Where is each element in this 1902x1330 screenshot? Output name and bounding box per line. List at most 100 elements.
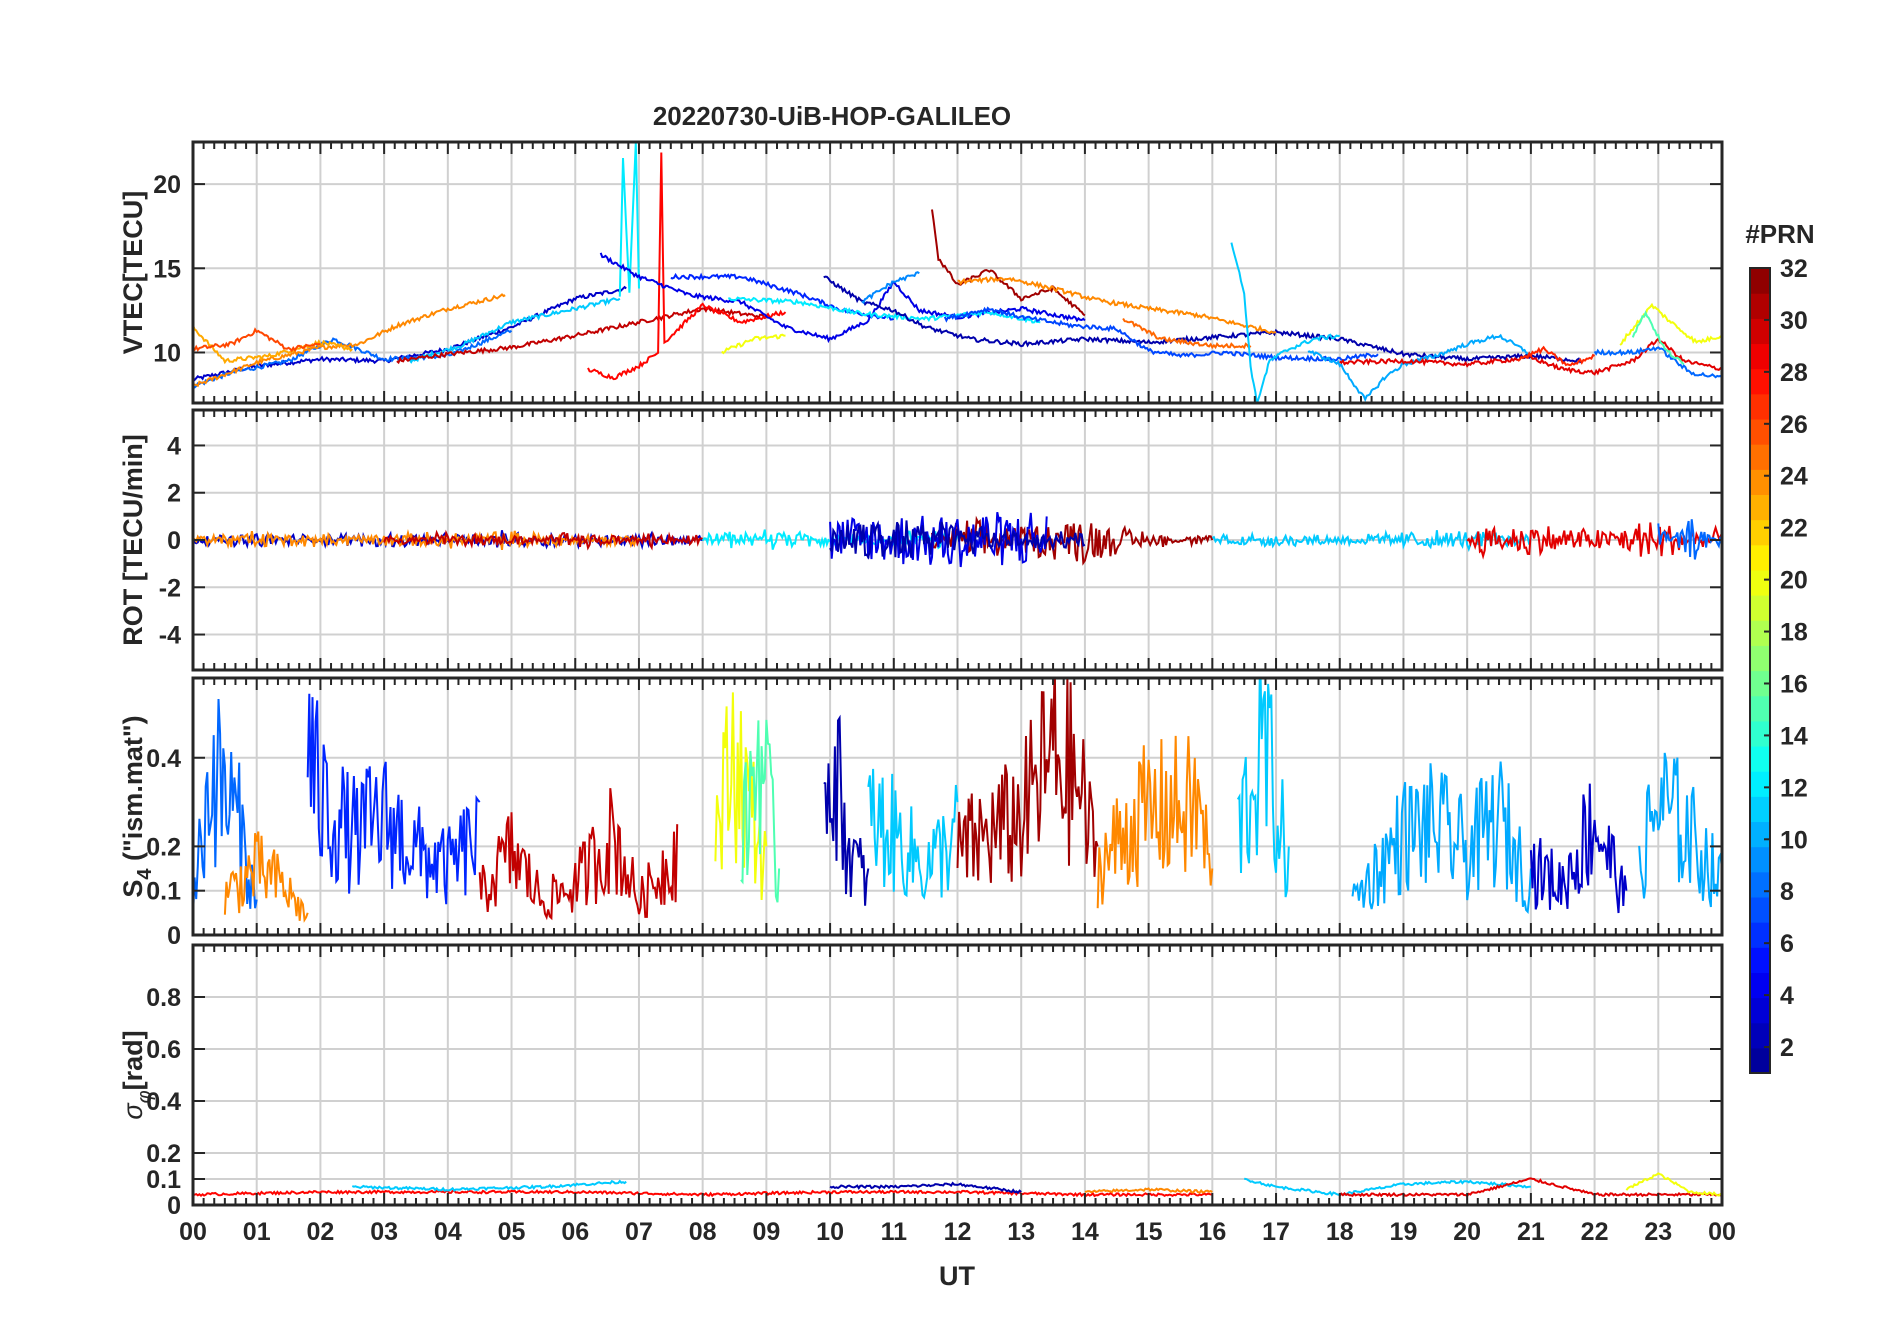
- series-line-prn-20: [1625, 1172, 1722, 1197]
- series-line-prn-15: [1631, 310, 1685, 366]
- colorbar-segment: [1750, 922, 1770, 948]
- colorbar-tick-label: 14: [1780, 722, 1808, 750]
- colorbar-segment: [1750, 393, 1770, 420]
- x-axis-label: UT: [939, 1261, 975, 1291]
- colorbar-segment: [1750, 418, 1770, 445]
- series-line-prn-30: [396, 306, 767, 365]
- series-line-prn-9: [861, 271, 920, 305]
- x-tick-label: 04: [434, 1218, 462, 1246]
- y-tick-label: 0.8: [146, 984, 181, 1012]
- y-tick-label: 0: [167, 527, 181, 555]
- y-tick-label: 0.4: [146, 745, 181, 773]
- x-tick-label: 01: [243, 1218, 271, 1246]
- series-line-prn-8: [193, 698, 258, 917]
- colorbar-segment: [1750, 771, 1770, 797]
- colorbar-tick-label: 18: [1780, 619, 1808, 647]
- x-tick-label: 03: [370, 1218, 398, 1246]
- series-line-prn-24: [193, 528, 640, 551]
- series-line-prn-20: [714, 692, 768, 901]
- series-line-prn-2: [823, 275, 1583, 364]
- series-line-prn-8: [1593, 345, 1722, 379]
- colorbar-segment: [1750, 544, 1770, 571]
- colorbar-segment: [1750, 821, 1770, 848]
- x-tick-label: 13: [1007, 1218, 1035, 1246]
- series-line-prn-15: [740, 719, 781, 903]
- x-tick-label: 21: [1517, 1218, 1545, 1246]
- colorbar-tick-label: 10: [1780, 826, 1808, 854]
- colorbar-segment: [1750, 871, 1770, 898]
- series-line-prn-23: [193, 324, 353, 365]
- colorbar-segment: [1750, 846, 1770, 873]
- colorbar-segment: [1750, 569, 1770, 596]
- series-line-prn-11: [351, 1179, 627, 1192]
- y-tick-label: 0.6: [146, 1036, 181, 1064]
- colorbar-segment: [1750, 1047, 1770, 1074]
- series-line-prn-10: [1307, 333, 1532, 403]
- series-line-prn-20: [721, 333, 786, 355]
- x-tick-label: 23: [1644, 1218, 1672, 1246]
- series-line-prn-24: [957, 276, 1277, 335]
- colorbar-tick-label: 2: [1780, 1034, 1794, 1062]
- colorbar-segment: [1750, 595, 1770, 621]
- x-tick-label: 02: [307, 1218, 335, 1246]
- y-tick-label: 0.4: [146, 1088, 181, 1116]
- x-tick-label: 09: [752, 1218, 780, 1246]
- series-line-prn-24: [1084, 1187, 1213, 1194]
- y-tick-label: -2: [159, 574, 181, 602]
- y-tick-label: 20: [153, 171, 181, 199]
- colorbar-segment: [1750, 343, 1770, 370]
- x-tick-label: 18: [1326, 1218, 1354, 1246]
- colorbar-segment: [1750, 293, 1770, 319]
- x-tick-label: 17: [1262, 1218, 1290, 1246]
- series-line-prn-11: [1211, 529, 1532, 552]
- colorbar-tick-label: 28: [1780, 359, 1808, 387]
- series-line-prn-3: [1529, 783, 1628, 914]
- y-tick-label: 0.2: [146, 833, 181, 861]
- colorbar-tick-label: 4: [1780, 982, 1794, 1010]
- colorbar-tick-label: 22: [1780, 515, 1808, 543]
- series-group: [193, 678, 1722, 923]
- y-tick-label: 0: [167, 1192, 181, 1220]
- series-line-prn-27: [1517, 345, 1596, 367]
- colorbar-segment: [1750, 519, 1770, 546]
- colorbar-segment: [1750, 972, 1770, 999]
- y-axis-label: σφ[rad]: [118, 1030, 156, 1119]
- colorbar-segment: [1750, 645, 1770, 672]
- colorbar-tick-label: 6: [1780, 930, 1794, 958]
- y-axis-label: VTEC[TECU]: [118, 191, 148, 355]
- series-line-prn-6: [306, 693, 481, 905]
- x-tick-label: 20: [1453, 1218, 1481, 1246]
- series-line-prn-24: [223, 831, 309, 923]
- series-line-prn-12: [728, 296, 1041, 324]
- series-line-prn-10: [1351, 761, 1532, 914]
- series-group: [193, 512, 1722, 568]
- colorbar-segment: [1750, 318, 1770, 345]
- y-tick-label: 10: [153, 339, 181, 367]
- x-tick-label: 06: [561, 1218, 589, 1246]
- series-line-prn-4: [599, 252, 1086, 344]
- x-tick-label: 22: [1581, 1218, 1609, 1246]
- y-axis-label: ROT [TECU/min]: [118, 434, 148, 645]
- series-line-prn-11: [1244, 1177, 1531, 1197]
- colorbar-tick-label: 32: [1780, 255, 1808, 283]
- series-line-prn-11: [867, 768, 959, 900]
- series-line-prn-24: [1096, 735, 1214, 909]
- colorbar-segment: [1750, 494, 1770, 521]
- series-line-prn-24: [193, 293, 506, 388]
- series-line-prn-7: [943, 306, 1379, 363]
- colorbar-frame: [1749, 267, 1771, 1074]
- y-tick-label: 0.2: [146, 1140, 181, 1168]
- colorbar-segment: [1750, 997, 1770, 1024]
- series-line-prn-2: [829, 520, 1086, 560]
- x-tick-label: 05: [498, 1218, 526, 1246]
- series-line-prn-31: [931, 209, 1086, 317]
- series-line-prn-4: [829, 512, 1048, 568]
- colorbar-segment: [1750, 670, 1770, 697]
- colorbar-segment: [1750, 796, 1770, 823]
- x-tick-label: 08: [689, 1218, 717, 1246]
- series-line-prn-31: [956, 678, 1099, 883]
- colorbar-tick-label: 20: [1780, 567, 1808, 595]
- series-line-prn-10: [1638, 752, 1722, 908]
